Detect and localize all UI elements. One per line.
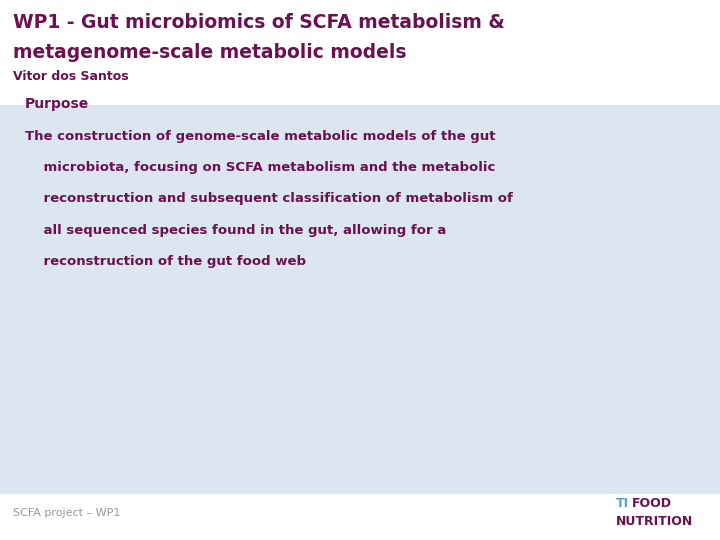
Text: The construction of genome-scale metabolic models of the gut: The construction of genome-scale metabol…	[25, 130, 495, 143]
Text: SCFA project – WP1: SCFA project – WP1	[13, 508, 120, 518]
Text: all sequenced species found in the gut, allowing for a: all sequenced species found in the gut, …	[25, 224, 446, 237]
Text: TI: TI	[616, 497, 629, 510]
Text: WP1 - Gut microbiomics of SCFA metabolism &: WP1 - Gut microbiomics of SCFA metabolis…	[13, 14, 505, 32]
Text: reconstruction and subsequent classification of metabolism of: reconstruction and subsequent classifica…	[25, 192, 513, 205]
Text: NUTRITION: NUTRITION	[616, 515, 693, 528]
Text: microbiota, focusing on SCFA metabolism and the metabolic: microbiota, focusing on SCFA metabolism …	[25, 161, 495, 174]
FancyBboxPatch shape	[0, 105, 720, 494]
Text: reconstruction of the gut food web: reconstruction of the gut food web	[25, 255, 306, 268]
Text: Purpose: Purpose	[25, 97, 89, 111]
Text: FOOD: FOOD	[632, 497, 672, 510]
Text: Vitor dos Santos: Vitor dos Santos	[13, 70, 129, 83]
Text: metagenome-scale metabolic models: metagenome-scale metabolic models	[13, 43, 407, 62]
